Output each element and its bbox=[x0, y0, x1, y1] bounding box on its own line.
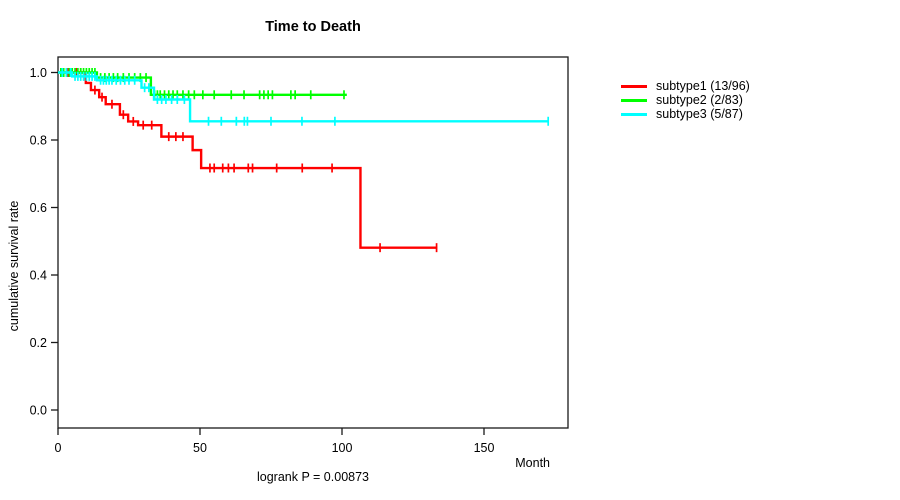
y-tick-label: 1.0 bbox=[30, 66, 47, 80]
y-tick-label: 0.6 bbox=[30, 201, 47, 215]
legend: subtype1 (13/96) subtype2 (2/83) subtype3 … bbox=[621, 79, 750, 121]
logrank-pvalue-note: logrank P = 0.00873 bbox=[256, 470, 369, 484]
legend-label: subtype1 (13/96) bbox=[656, 79, 750, 93]
legend-label: subtype2 (2/83) bbox=[656, 93, 743, 107]
survival-curve bbox=[58, 71, 549, 123]
legend-line-swatch bbox=[621, 112, 647, 116]
x-axis-label: Month bbox=[515, 456, 550, 470]
legend-item: subtype1 (13/96) bbox=[621, 79, 750, 93]
y-tick-label: 0.8 bbox=[30, 134, 47, 148]
x-tick-label: 50 bbox=[193, 441, 207, 455]
x-tick-label: 100 bbox=[332, 441, 353, 455]
x-tick-label: 150 bbox=[474, 441, 495, 455]
legend-label: subtype3 (5/87) bbox=[656, 107, 743, 121]
plot-box bbox=[57, 56, 569, 429]
legend-line-swatch bbox=[621, 98, 647, 102]
legend-item: subtype3 (5/87) bbox=[621, 107, 750, 121]
legend-line-swatch bbox=[621, 84, 647, 88]
y-tick-label: 0.2 bbox=[30, 336, 47, 350]
y-tick-label: 0.4 bbox=[30, 269, 47, 283]
legend-item: subtype2 (2/83) bbox=[621, 93, 750, 107]
chart-title: Time to Death bbox=[265, 19, 361, 35]
x-tick-label: 0 bbox=[55, 441, 62, 455]
survival-curve bbox=[58, 71, 438, 249]
y-tick-label: 0.0 bbox=[30, 404, 47, 418]
